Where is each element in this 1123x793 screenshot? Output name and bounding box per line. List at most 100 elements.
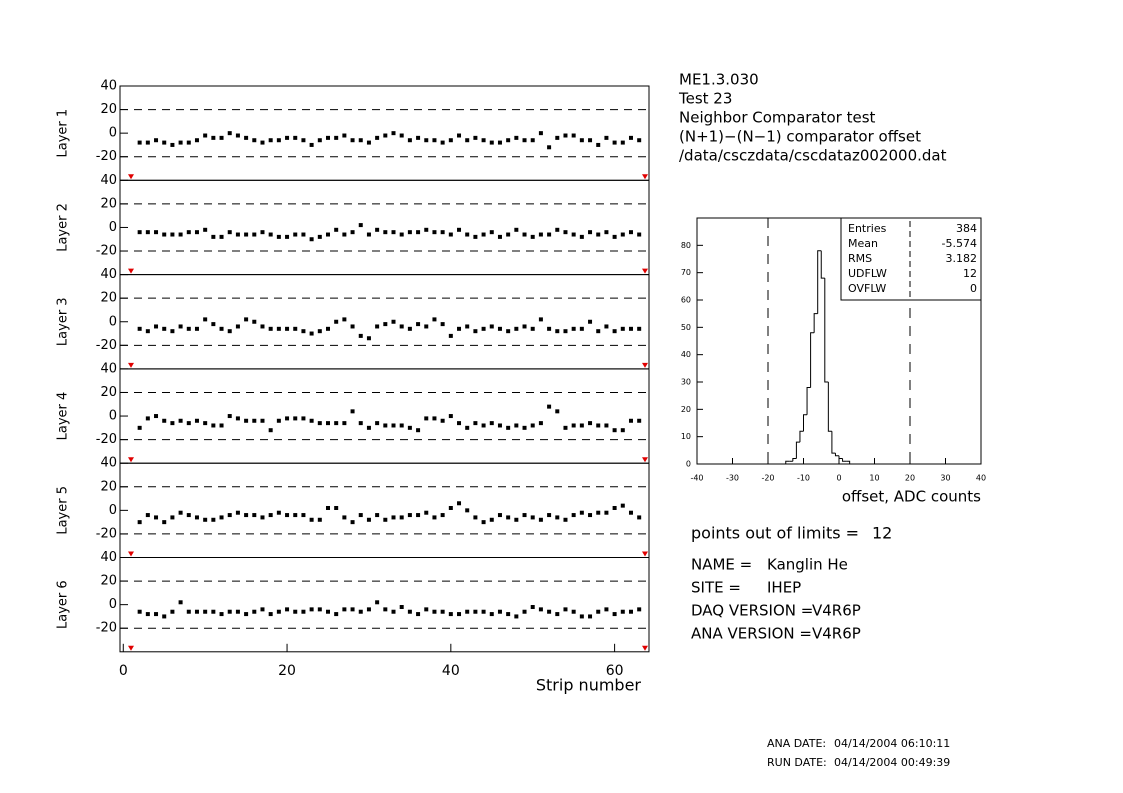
data-point — [162, 232, 167, 237]
stats-value: 384 — [956, 222, 977, 235]
data-point — [375, 227, 380, 232]
data-point — [137, 609, 142, 614]
y-tick-label: 20 — [100, 479, 117, 494]
data-point — [579, 234, 584, 239]
data-point — [358, 513, 363, 518]
data-point — [301, 416, 306, 421]
data-point — [530, 234, 535, 239]
data-point — [285, 513, 290, 518]
data-point — [481, 138, 486, 143]
x-tick-label: 40 — [976, 474, 986, 483]
data-point — [260, 607, 265, 612]
data-point — [588, 421, 593, 426]
data-point — [473, 609, 478, 614]
data-point — [334, 421, 339, 426]
data-point — [366, 425, 371, 430]
data-point — [497, 609, 502, 614]
data-point — [506, 329, 511, 334]
data-point — [154, 612, 159, 617]
data-point — [252, 138, 257, 143]
data-point — [457, 612, 462, 617]
data-point — [301, 609, 306, 614]
data-point — [276, 138, 281, 143]
data-point — [588, 319, 593, 324]
data-point — [366, 517, 371, 522]
data-point — [227, 513, 232, 518]
data-point — [227, 230, 232, 235]
data-point — [178, 600, 183, 605]
data-point — [399, 133, 404, 138]
data-point — [227, 329, 232, 334]
x-tick-label: 10 — [869, 474, 879, 483]
date-value: 04/14/2004 06:10:11 — [834, 737, 950, 750]
stats-value: 0 — [970, 282, 977, 295]
data-point — [244, 317, 249, 322]
data-point — [612, 505, 617, 510]
data-point — [293, 326, 298, 331]
data-point — [604, 423, 609, 428]
data-point — [481, 326, 486, 331]
data-point — [579, 510, 584, 515]
data-point — [211, 517, 216, 522]
hist-bin — [810, 332, 815, 388]
data-point — [358, 138, 363, 143]
data-point — [334, 135, 339, 140]
data-point — [309, 331, 314, 336]
data-point — [178, 232, 183, 237]
limit-marker — [642, 551, 648, 557]
data-point — [334, 505, 339, 510]
y-tick-label: -20 — [96, 244, 117, 259]
header-line: Test 23 — [678, 90, 732, 108]
data-point — [637, 326, 642, 331]
data-point — [522, 425, 527, 430]
y-tick-label: -20 — [96, 621, 117, 636]
data-point — [424, 138, 429, 143]
data-point — [235, 232, 240, 237]
data-point — [383, 230, 388, 235]
data-point — [555, 135, 560, 140]
data-point — [260, 324, 265, 329]
data-point — [497, 423, 502, 428]
data-point — [555, 515, 560, 520]
data-point — [383, 423, 388, 428]
data-point — [244, 232, 249, 237]
data-point — [334, 612, 339, 617]
data-point — [604, 230, 609, 235]
data-point — [563, 133, 568, 138]
data-point — [620, 609, 625, 614]
data-point — [235, 510, 240, 515]
data-point — [497, 234, 502, 239]
y-tick-label: 40 — [100, 550, 117, 565]
data-point — [579, 614, 584, 619]
hist-bin — [792, 458, 797, 462]
data-point — [481, 423, 486, 428]
y-tick-label: 50 — [681, 323, 691, 332]
data-point — [530, 138, 535, 143]
data-point — [178, 140, 183, 145]
data-point — [432, 515, 437, 520]
field-value: V4R6P — [812, 602, 861, 620]
data-point — [530, 515, 535, 520]
data-point — [489, 421, 494, 426]
hist-bin — [831, 431, 836, 454]
data-point — [137, 520, 142, 525]
data-point — [514, 326, 519, 331]
x-tick-label: 30 — [940, 474, 950, 483]
y-tick-label: 40 — [100, 79, 117, 94]
data-point — [514, 614, 519, 619]
data-point — [366, 140, 371, 145]
date-label: ANA DATE: — [767, 737, 826, 750]
limit-marker — [128, 457, 134, 463]
y-tick-label: 0 — [109, 126, 117, 141]
data-point — [522, 138, 527, 143]
data-point — [268, 612, 273, 617]
x-tick-label: 20 — [905, 474, 915, 483]
data-point — [604, 135, 609, 140]
data-point — [342, 607, 347, 612]
data-point — [334, 227, 339, 232]
data-point — [350, 138, 355, 143]
data-point — [473, 234, 478, 239]
data-point — [588, 513, 593, 518]
data-point — [154, 324, 159, 329]
data-point — [407, 609, 412, 614]
